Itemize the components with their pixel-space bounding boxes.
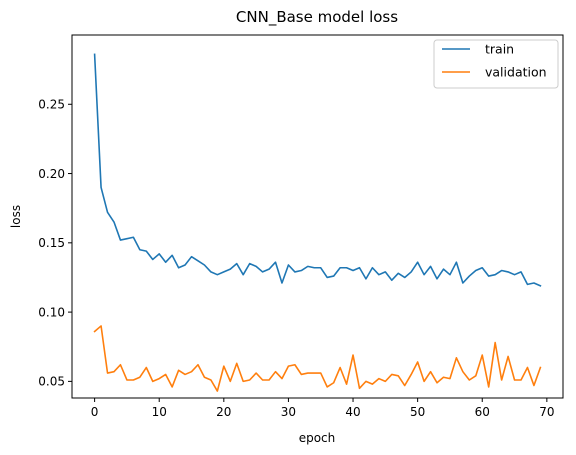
x-tick-label: 0 <box>91 405 99 419</box>
legend-validation-label: validation <box>485 65 547 80</box>
legend-train-label: train <box>485 42 514 57</box>
series-layer <box>93 53 542 392</box>
y-tick-label: 0.15 <box>38 236 65 250</box>
y-tick-label: 0.05 <box>38 375 65 389</box>
y-tick-label: 0.25 <box>38 98 65 112</box>
plot-frame <box>71 34 564 399</box>
chart-title: CNN_Base model loss <box>236 8 398 27</box>
y-tick-label: 0.10 <box>38 305 65 319</box>
x-tick-label: 60 <box>475 405 490 419</box>
x-tick-label: 70 <box>539 405 554 419</box>
legend: train validation <box>433 39 559 89</box>
legend-box <box>433 39 559 89</box>
x-tick-label: 30 <box>281 405 296 419</box>
series-line-train <box>93 53 542 287</box>
series-line-validation <box>93 325 542 392</box>
x-tick-label: 40 <box>345 405 360 419</box>
x-tick-label: 10 <box>152 405 167 419</box>
x-axis-ticks: 0 10 20 30 40 50 60 70 <box>91 398 554 419</box>
x-tick-label: 20 <box>216 405 231 419</box>
y-axis-ticks: 0.05 0.10 0.15 0.20 0.25 <box>38 98 72 389</box>
y-tick-label: 0.20 <box>38 167 65 181</box>
x-axis-label: epoch <box>299 431 336 445</box>
x-tick-label: 50 <box>410 405 425 419</box>
y-axis-label: loss <box>9 205 23 228</box>
